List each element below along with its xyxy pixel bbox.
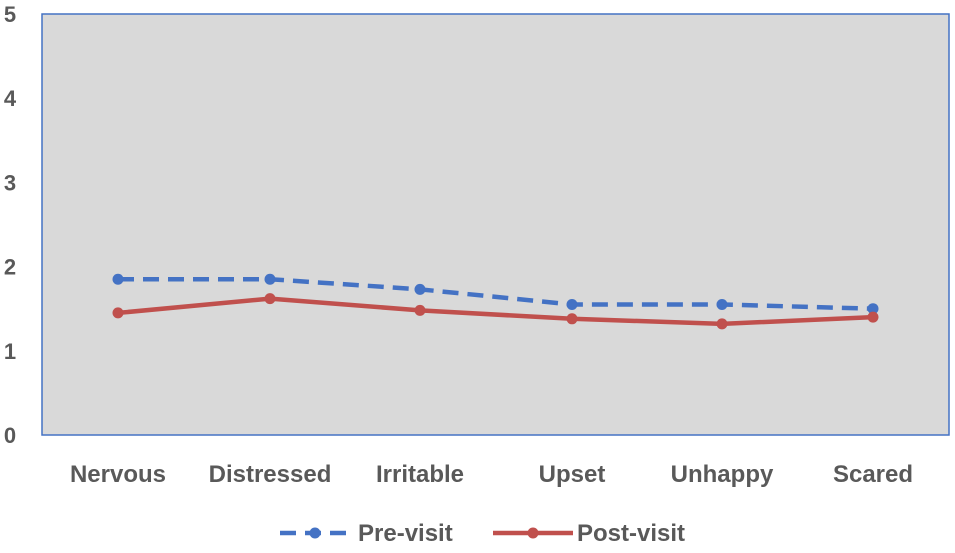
legend-label: Post-visit [577,520,685,547]
data-point [264,273,276,285]
data-point [566,298,578,310]
x-axis: Nervous Distressed Irritable Upset Unhappy Sc… [70,461,913,488]
y-axis: 0 1 2 3 4 5 [4,2,17,448]
x-tick-label: Nervous [70,461,166,488]
plot-area [41,13,950,436]
legend: Pre-visit Post-visit [280,520,685,547]
x-tick-label: Unhappy [671,461,774,488]
x-tick-label: Irritable [376,461,464,488]
series-layer [112,273,879,330]
data-point [867,303,879,315]
legend-marker [309,527,321,539]
series-line-post-visit [117,296,874,327]
y-tick-label: 3 [4,170,16,195]
series-line-pre-visit [118,276,874,311]
data-point [264,293,276,305]
y-tick-label: 4 [4,86,17,111]
data-point [414,283,426,295]
legend-label: Pre-visit [358,520,453,547]
y-tick-label: 1 [4,339,16,364]
y-tick-label: 2 [4,255,16,280]
data-point [112,273,124,285]
data-point [716,298,728,310]
data-point [867,311,879,323]
data-point [112,307,124,319]
x-tick-label: Upset [539,461,606,488]
legend-marker [527,527,539,539]
y-tick-label: 0 [4,423,16,448]
x-tick-label: Scared [833,461,913,488]
data-point [414,304,426,316]
x-tick-label: Distressed [209,461,332,488]
y-tick-label: 5 [4,2,16,27]
data-point [566,313,578,325]
data-point [716,318,728,330]
